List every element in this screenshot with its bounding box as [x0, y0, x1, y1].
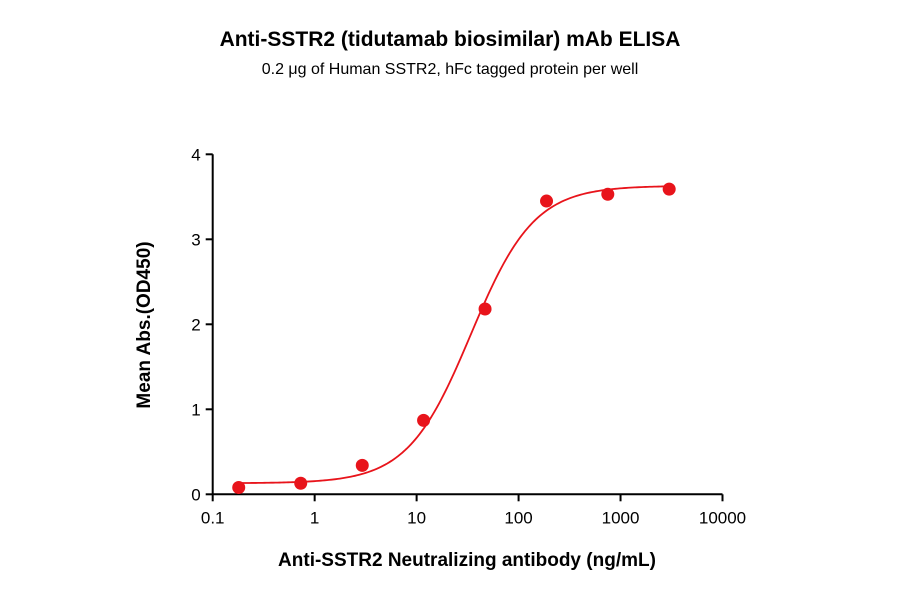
y-tick-label: 0 [191, 485, 200, 504]
data-point [355, 458, 369, 472]
data-point [478, 302, 492, 316]
y-tick-label: 3 [191, 230, 200, 249]
y-tick-label: 2 [191, 315, 200, 334]
chart-subtitle: 0.2 μg of Human SSTR2, hFc tagged protei… [261, 61, 639, 78]
x-tick-label: 1000 [602, 508, 640, 527]
y-tick-label: 4 [191, 145, 200, 164]
data-point [662, 182, 676, 196]
x-tick-label: 10000 [699, 508, 746, 527]
data-point [294, 476, 308, 490]
data-point [417, 413, 431, 427]
x-tick-label: 10 [407, 508, 426, 527]
x-tick-label: 1 [310, 508, 319, 527]
x-axis-label: Anti-SSTR2 Neutralizing antibody (ng/mL) [278, 550, 656, 571]
data-point [601, 187, 615, 201]
y-tick-label: 1 [191, 400, 200, 419]
fit-curve [238, 185, 670, 484]
data-point [540, 194, 554, 208]
x-tick-label: 100 [504, 508, 532, 527]
chart-title: Anti-SSTR2 (tidutamab biosimilar) mAb EL… [219, 28, 681, 51]
y-axis-label: Mean Abs.(OD450) [134, 241, 155, 408]
x-tick-label: 0.1 [201, 508, 225, 527]
data-point [232, 481, 246, 494]
